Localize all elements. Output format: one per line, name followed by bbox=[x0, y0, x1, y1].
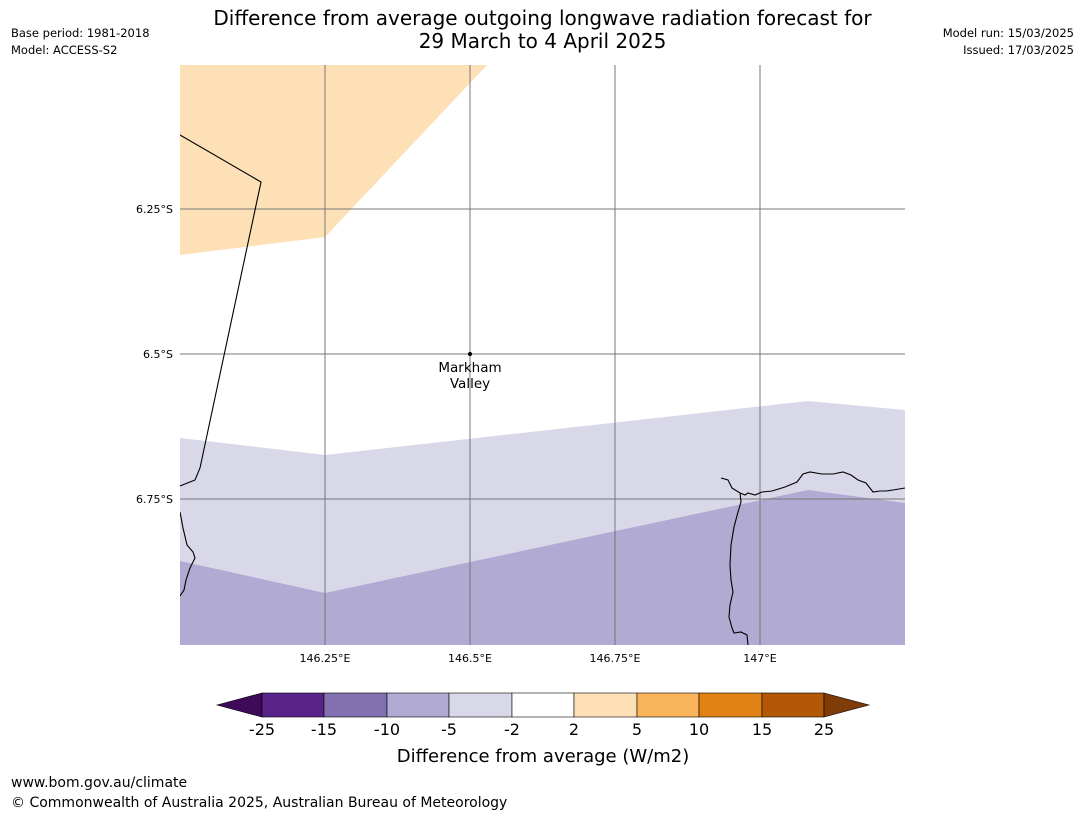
gridlines bbox=[180, 65, 905, 645]
lon-label: 146.75°E bbox=[590, 652, 641, 665]
colorbar-tick: -5 bbox=[441, 720, 457, 739]
meta-left: Base period: 1981-2018 Model: ACCESS-S2 bbox=[11, 25, 150, 59]
footer-url: www.bom.gov.au/climate bbox=[11, 775, 188, 791]
colorbar-segment bbox=[698, 692, 763, 718]
lon-label: 146.5°E bbox=[448, 652, 492, 665]
colorbar-label: Difference from average (W/m2) bbox=[397, 746, 689, 767]
place-label-line1: Markham bbox=[438, 360, 501, 376]
title-line-1: Difference from average outgoing longwav… bbox=[213, 6, 872, 30]
lat-label: 6.75°S bbox=[136, 493, 173, 506]
meta-right: Model run: 15/03/2025 Issued: 17/03/2025 bbox=[943, 25, 1074, 59]
colorbar-tick: -15 bbox=[311, 720, 337, 739]
map-area bbox=[180, 65, 905, 645]
border-line bbox=[180, 134, 262, 487]
colorbar-ticks: -25 -15 -10 -5 -2 2 5 10 15 25 bbox=[249, 720, 834, 739]
model-run: Model run: 15/03/2025 bbox=[942, 26, 1074, 40]
map-title: Difference from average outgoing longwav… bbox=[0, 7, 1085, 53]
colorbar bbox=[215, 692, 871, 718]
issued-date: Issued: 17/03/2025 bbox=[963, 43, 1074, 57]
base-period: Base period: 1981-2018 bbox=[11, 26, 150, 40]
coastline-east bbox=[720, 471, 905, 496]
anomaly-region-orange bbox=[180, 65, 487, 255]
colorbar-tick: -25 bbox=[249, 720, 275, 739]
place-marker-dot bbox=[468, 352, 472, 356]
colorbar-tick: 25 bbox=[814, 720, 834, 739]
colorbar-segment bbox=[323, 692, 388, 718]
colorbar-segment bbox=[261, 692, 325, 718]
colorbar-tick: 15 bbox=[752, 720, 772, 739]
lat-label: 6.25°S bbox=[136, 203, 173, 216]
colorbar-segment bbox=[511, 692, 575, 718]
colorbar-extend-low bbox=[215, 692, 263, 718]
model-name: Model: ACCESS-S2 bbox=[11, 43, 118, 57]
colorbar-tick: 5 bbox=[632, 720, 642, 739]
lon-label: 146.25°E bbox=[300, 652, 351, 665]
title-line-2: 29 March to 4 April 2025 bbox=[418, 29, 667, 53]
anomaly-region-mid-purple bbox=[180, 490, 905, 645]
colorbar-segment bbox=[761, 692, 825, 718]
colorbar-tick: -10 bbox=[374, 720, 400, 739]
colorbar-tick: -2 bbox=[504, 720, 520, 739]
coastline-west bbox=[180, 511, 196, 597]
colorbar-segment bbox=[636, 692, 700, 718]
lon-label: 147°E bbox=[743, 652, 776, 665]
river-line bbox=[728, 492, 749, 645]
colorbar-segment bbox=[573, 692, 638, 718]
coastlines bbox=[180, 134, 905, 645]
colorbar-segment bbox=[448, 692, 513, 718]
colorbar-extend-high bbox=[823, 692, 871, 718]
footer-copyright: © Commonwealth of Australia 2025, Austra… bbox=[11, 795, 508, 811]
place-label-line2: Valley bbox=[450, 376, 490, 392]
colorbar-segment bbox=[386, 692, 450, 718]
colorbar-tick: 2 bbox=[569, 720, 579, 739]
colorbar-tick: 10 bbox=[689, 720, 709, 739]
lat-label: 6.5°S bbox=[143, 348, 173, 361]
